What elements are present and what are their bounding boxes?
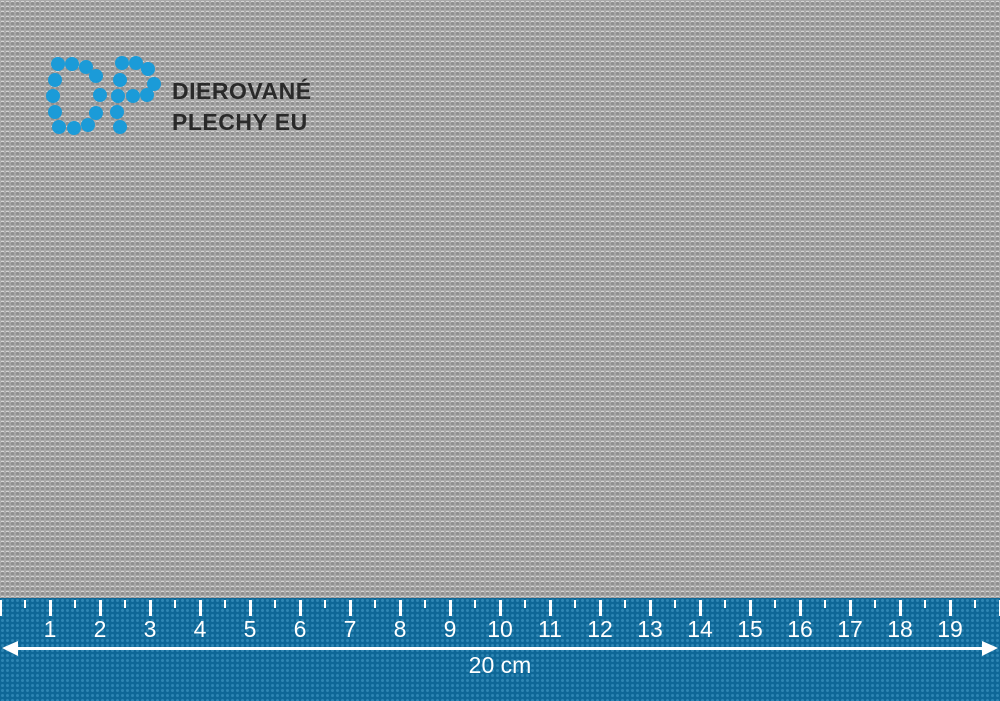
ruler-tick-minor	[924, 600, 926, 608]
logo-dot	[126, 89, 140, 103]
ruler-number: 17	[837, 616, 863, 642]
logo-dot	[129, 56, 143, 70]
ruler-number: 7	[343, 616, 357, 642]
logo-dot	[51, 57, 65, 71]
logo-dot	[115, 56, 129, 70]
ruler-tick-minor	[874, 600, 876, 608]
arrow-left-icon	[2, 641, 18, 656]
logo-dot	[147, 77, 161, 91]
ruler-tick-major	[399, 600, 402, 616]
logo-dot	[48, 73, 62, 87]
ruler-tick-major	[899, 600, 902, 616]
ruler-tick-major	[0, 600, 2, 616]
ruler-number: 4	[193, 616, 207, 642]
logo-dot	[141, 62, 155, 76]
ruler-number: 5	[243, 616, 257, 642]
ruler-tick-minor	[324, 600, 326, 608]
ruler-tick-minor	[174, 600, 176, 608]
ruler-number: 12	[587, 616, 613, 642]
ruler-tick-major	[649, 600, 652, 616]
ruler-tick-minor	[274, 600, 276, 608]
ruler-tick-major	[599, 600, 602, 616]
ruler-number: 8	[393, 616, 407, 642]
logo-dot	[110, 105, 124, 119]
ruler-tick-minor	[824, 600, 826, 608]
logo-dot	[89, 106, 103, 120]
ruler-tick-major	[549, 600, 552, 616]
ruler-tick-minor	[674, 600, 676, 608]
ruler-tick-major	[499, 600, 502, 616]
ruler-tick-major	[49, 600, 52, 616]
ruler-tick-minor	[624, 600, 626, 608]
brand-name-line2: PLECHY EU	[172, 109, 308, 135]
ruler-tick-major	[249, 600, 252, 616]
ruler-tick-minor	[424, 600, 426, 608]
ruler-tick-major	[199, 600, 202, 616]
ruler-number: 11	[538, 616, 562, 642]
logo-dot	[113, 73, 127, 87]
ruler-tick-major	[349, 600, 352, 616]
logo-dot	[48, 105, 62, 119]
logo-dot	[140, 88, 154, 102]
ruler-number: 10	[487, 616, 513, 642]
ruler-tick-minor	[974, 600, 976, 608]
ruler-number: 13	[637, 616, 663, 642]
logo-dot	[89, 69, 103, 83]
logo-dot	[81, 118, 95, 132]
ruler-number: 6	[293, 616, 307, 642]
measurement-ruler: 1 2 3 4 5 6 7 8 9 10 11 12 13 14 15 16 17 18 19 20 cm	[0, 598, 1000, 701]
ruler-number: 16	[787, 616, 813, 642]
ruler-tick-minor	[74, 600, 76, 608]
logo-dot	[113, 120, 127, 134]
perforated-sheet-texture	[0, 0, 1000, 598]
ruler-number: 15	[737, 616, 763, 642]
ruler-tick-minor	[24, 600, 26, 608]
ruler-tick-minor	[524, 600, 526, 608]
ruler-number: 9	[443, 616, 457, 642]
ruler-tick-major	[699, 600, 702, 616]
ruler-number: 2	[93, 616, 107, 642]
arrow-right-icon	[982, 641, 998, 656]
ruler-tick-major	[449, 600, 452, 616]
ruler-tick-minor	[224, 600, 226, 608]
ruler-tick-major	[949, 600, 952, 616]
ruler-tick-minor	[574, 600, 576, 608]
ruler-number: 1	[43, 616, 57, 642]
logo-dot	[93, 88, 107, 102]
dp-monogram-icon	[46, 56, 161, 135]
ruler-tick-minor	[124, 600, 126, 608]
ruler-tick-minor	[724, 600, 726, 608]
ruler-tick-major	[99, 600, 102, 616]
ruler-tick-major	[149, 600, 152, 616]
logo-dot	[65, 57, 79, 71]
brand-name: DIEROVANÉ PLECHY EU	[172, 76, 312, 138]
scale-arrow	[2, 641, 998, 656]
brand-name-line1: DIEROVANÉ	[172, 78, 312, 104]
logo-dot	[46, 89, 60, 103]
ruler-length-label: 20 cm	[468, 652, 532, 678]
ruler-number: 18	[887, 616, 913, 642]
logo-dot	[67, 121, 81, 135]
ruler-tick-major	[799, 600, 802, 616]
ruler-number: 14	[687, 616, 713, 642]
logo-dot	[79, 60, 93, 74]
ruler-tick-minor	[774, 600, 776, 608]
ruler-tick-minor	[474, 600, 476, 608]
ruler-tick-minor	[374, 600, 376, 608]
logo-dot	[111, 89, 125, 103]
brand-logo: DIEROVANÉ PLECHY EU	[0, 0, 420, 170]
logo-dot	[52, 120, 66, 134]
ruler-tick-major	[299, 600, 302, 616]
ruler-number: 3	[143, 616, 157, 642]
ruler-number: 19	[937, 616, 963, 642]
ruler-tick-major	[849, 600, 852, 616]
ruler-tick-major	[749, 600, 752, 616]
